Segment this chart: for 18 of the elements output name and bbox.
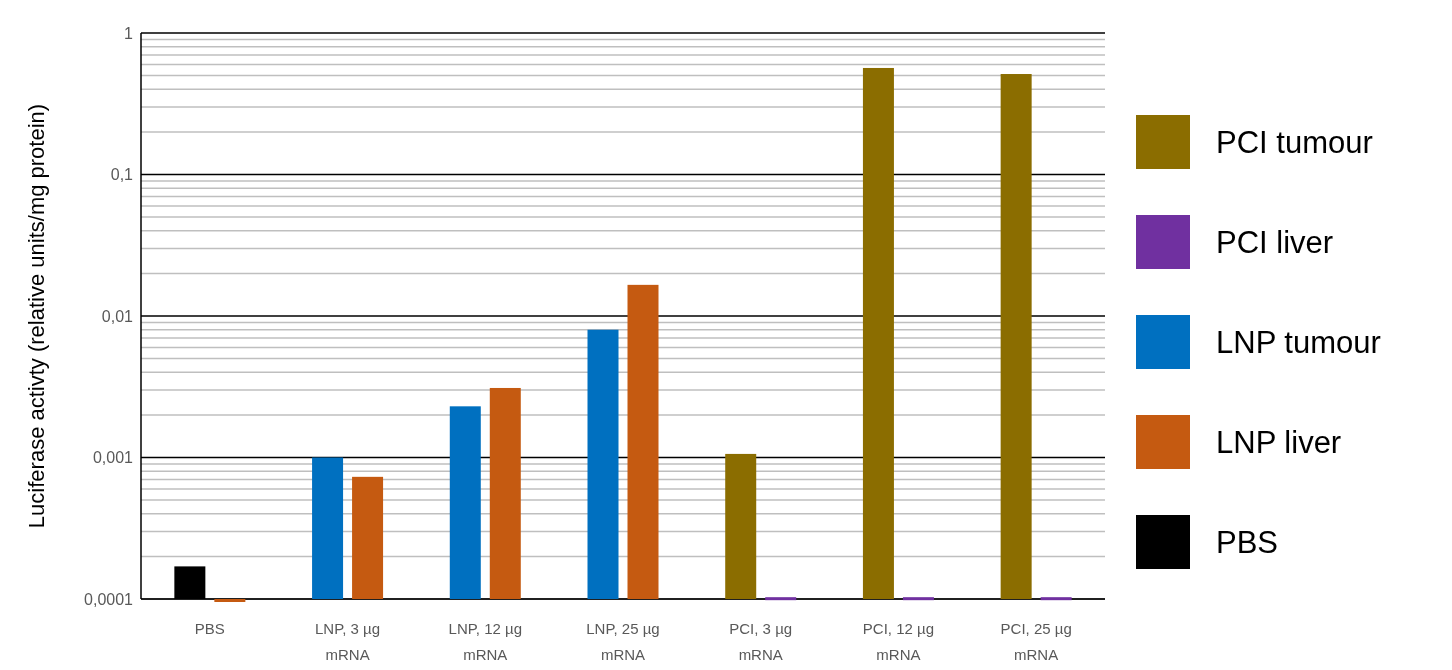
y-axis-title: Luciferase activty (relative units/mg protein): [24, 103, 49, 529]
legend-label: PCI liver: [1216, 224, 1334, 260]
legend-label: LNP tumour: [1216, 324, 1381, 360]
x-tick-label: PCI, 25 µg mRNA: [1000, 620, 1072, 663]
x-tick-label: PCI, 3 µg mRNA: [729, 620, 793, 663]
y-tick-label: 0,1: [110, 166, 134, 184]
x-tick-label: LNP, 25 µg mRNA: [586, 620, 660, 663]
y-tick-label: 1: [124, 24, 134, 42]
x-tick-label: PCI, 12 µg mRNA: [862, 620, 935, 663]
x-tick-label: LNP, 3 µg mRNA: [315, 620, 381, 663]
y-tick-label: 0,001: [92, 449, 134, 467]
x-tick-label: PBS: [194, 620, 225, 637]
legend-label: PBS: [1216, 524, 1279, 560]
y-tick-label: 0,0001: [84, 590, 134, 608]
y-tick-label: 0,01: [101, 307, 134, 325]
legend-label: LNP liver: [1216, 424, 1342, 460]
x-tick-label: LNP, 12 µg mRNA: [448, 620, 522, 663]
legend-label: PCI tumour: [1216, 124, 1373, 160]
